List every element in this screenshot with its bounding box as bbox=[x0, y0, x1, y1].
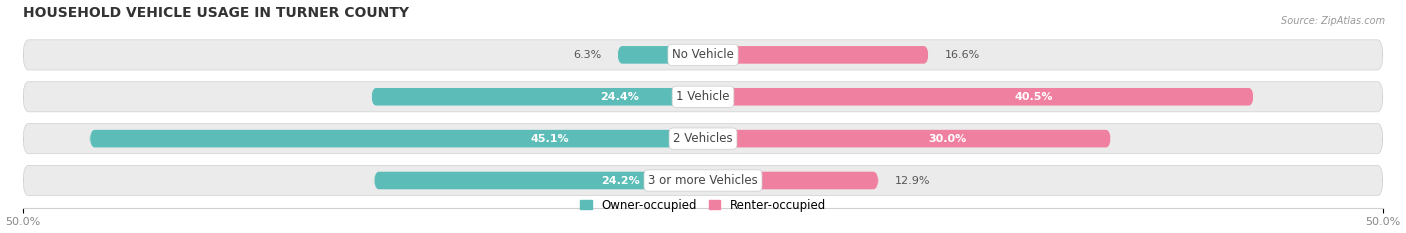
FancyBboxPatch shape bbox=[617, 46, 703, 64]
Text: HOUSEHOLD VEHICLE USAGE IN TURNER COUNTY: HOUSEHOLD VEHICLE USAGE IN TURNER COUNTY bbox=[22, 6, 409, 20]
Text: 12.9%: 12.9% bbox=[894, 175, 931, 185]
FancyBboxPatch shape bbox=[703, 88, 1254, 106]
Text: 3 or more Vehicles: 3 or more Vehicles bbox=[648, 174, 758, 187]
Text: 24.4%: 24.4% bbox=[600, 92, 640, 102]
FancyBboxPatch shape bbox=[371, 88, 703, 106]
Text: No Vehicle: No Vehicle bbox=[672, 48, 734, 61]
FancyBboxPatch shape bbox=[90, 130, 703, 147]
Legend: Owner-occupied, Renter-occupied: Owner-occupied, Renter-occupied bbox=[575, 194, 831, 216]
FancyBboxPatch shape bbox=[703, 130, 1111, 147]
Text: 16.6%: 16.6% bbox=[945, 50, 980, 60]
Text: 1 Vehicle: 1 Vehicle bbox=[676, 90, 730, 103]
Text: 6.3%: 6.3% bbox=[572, 50, 600, 60]
Text: 30.0%: 30.0% bbox=[928, 134, 967, 144]
FancyBboxPatch shape bbox=[703, 172, 879, 189]
FancyBboxPatch shape bbox=[22, 165, 1384, 195]
Text: 40.5%: 40.5% bbox=[1014, 92, 1053, 102]
Text: Source: ZipAtlas.com: Source: ZipAtlas.com bbox=[1281, 16, 1385, 26]
FancyBboxPatch shape bbox=[374, 172, 703, 189]
FancyBboxPatch shape bbox=[703, 46, 929, 64]
Text: 24.2%: 24.2% bbox=[602, 175, 640, 185]
FancyBboxPatch shape bbox=[22, 123, 1384, 154]
FancyBboxPatch shape bbox=[22, 40, 1384, 70]
FancyBboxPatch shape bbox=[22, 82, 1384, 112]
Text: 2 Vehicles: 2 Vehicles bbox=[673, 132, 733, 145]
Text: 45.1%: 45.1% bbox=[530, 134, 569, 144]
